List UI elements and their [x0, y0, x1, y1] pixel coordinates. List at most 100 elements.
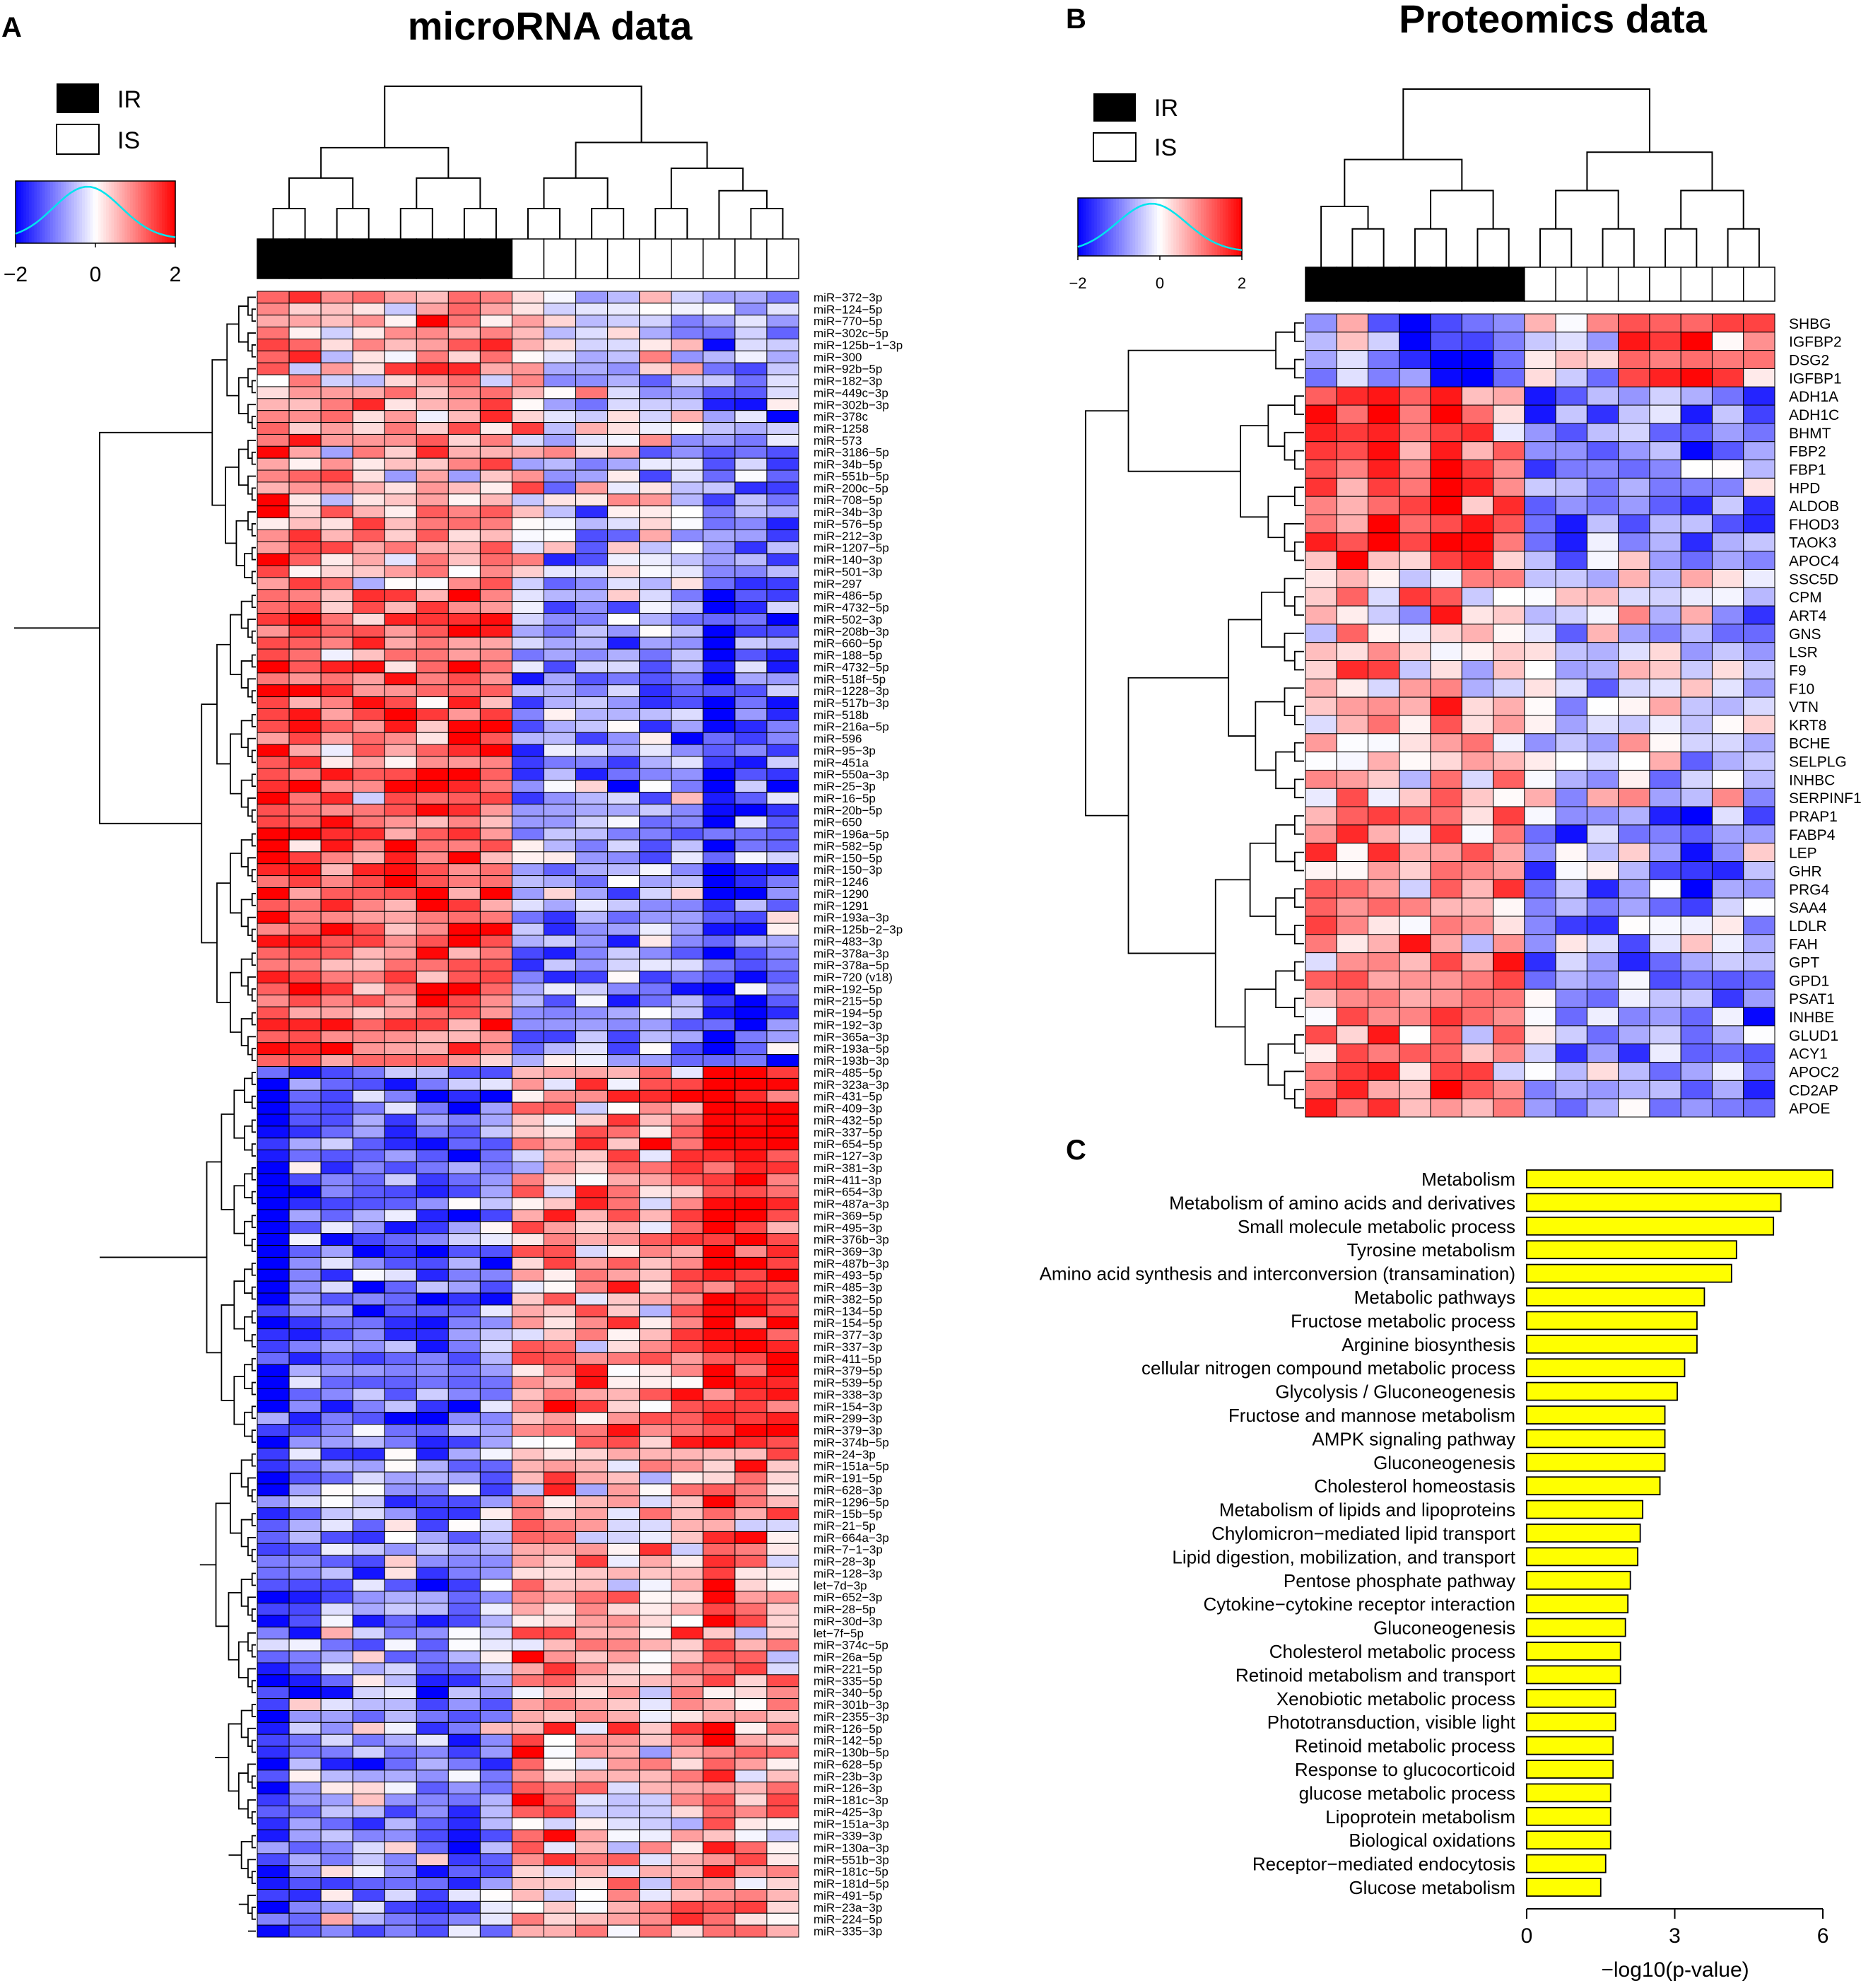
heatmap-cell: [1430, 386, 1462, 406]
heatmap-cell: [544, 1018, 577, 1031]
heatmap-cell: [1399, 897, 1431, 917]
heatmap-cell: [1680, 350, 1713, 369]
heatmap-cell: [607, 1495, 640, 1509]
heatmap-cell: [1336, 733, 1369, 753]
heatmap-cell: [607, 1150, 640, 1162]
heatmap-cell: [384, 1352, 417, 1365]
heatmap-cell: [671, 1101, 704, 1115]
heatmap-cell: [416, 959, 449, 972]
heatmap-cell: [320, 839, 353, 853]
row-label: miR−34b−5p: [814, 458, 882, 472]
heatmap-cell: [607, 875, 640, 888]
heatmap-cell: [703, 1304, 736, 1318]
heatmap-cell: [1399, 551, 1431, 570]
heatmap-cell: [544, 1900, 577, 1914]
heatmap-cell: [320, 612, 353, 626]
heatmap-cell: [1555, 496, 1587, 515]
heatmap-cell: [544, 863, 577, 877]
heatmap-cell: [384, 1770, 417, 1783]
heatmap-cell: [1586, 897, 1619, 917]
dendrogram-branch: [237, 1772, 248, 1810]
heatmap-cell: [575, 362, 609, 375]
heatmap-cell: [639, 1197, 672, 1210]
heatmap-cell: [1649, 1062, 1681, 1081]
row-label: miR−150−5p: [814, 851, 882, 865]
x-tick-label: 6: [1817, 1924, 1829, 1948]
row-label: miR−142−5p: [814, 1734, 882, 1748]
heatmap-cell: [384, 1829, 417, 1842]
heatmap-cell: [511, 1817, 545, 1830]
heatmap-cell: [607, 1292, 640, 1306]
heatmap-cell: [288, 1865, 322, 1878]
heatmap-cell: [766, 505, 799, 519]
heatmap-cell: [1555, 1080, 1587, 1099]
heatmap-cell: [639, 1150, 672, 1162]
heatmap-cell: [607, 1268, 640, 1282]
heatmap-cell: [607, 612, 640, 626]
bar: [1526, 1311, 1698, 1331]
heatmap-cell: [288, 553, 322, 566]
heatmap-cell: [766, 529, 799, 542]
heatmap-cell: [766, 1256, 799, 1270]
row-label: miR−372−3p: [814, 291, 882, 304]
heatmap-cell: [416, 303, 449, 316]
heatmap-cell: [671, 1805, 704, 1818]
heatmap-cell: [1336, 441, 1369, 461]
heatmap-cell: [416, 493, 449, 507]
heatmap-cell: [479, 422, 512, 435]
heatmap-cell: [766, 1018, 799, 1031]
heatmap-cell: [257, 827, 290, 841]
heatmap-cell: [639, 684, 672, 698]
heatmap-cell: [544, 1543, 577, 1556]
heatmap-cell: [352, 1853, 385, 1866]
heatmap-cell: [352, 1030, 385, 1043]
heatmap-cell: [447, 1805, 481, 1818]
heatmap-cell: [447, 1280, 481, 1294]
heatmap-cell: [1618, 404, 1650, 424]
heatmap-cell: [1618, 678, 1650, 698]
heatmap-cell: [575, 684, 609, 698]
heatmap-cell: [352, 518, 385, 530]
heatmap-cell: [288, 1138, 322, 1151]
heatmap-cell: [1493, 1098, 1525, 1118]
heatmap-cell: [320, 1077, 353, 1091]
heatmap-cell: [320, 303, 353, 316]
heatmap-cell: [671, 1519, 704, 1532]
heatmap-cell: [352, 1758, 385, 1771]
heatmap-cell: [479, 708, 512, 721]
heatmap-cell: [734, 875, 768, 888]
heatmap-cell: [288, 1089, 322, 1103]
heatmap-cell: [671, 338, 704, 351]
heatmap-cell: [479, 338, 512, 351]
key-gradient-cell: [1094, 198, 1098, 256]
heatmap-cell: [1555, 441, 1587, 461]
heatmap-cell: [447, 1185, 481, 1198]
heatmap-cell: [734, 338, 768, 351]
heatmap-cell: [479, 636, 512, 650]
heatmap-cell: [479, 923, 512, 936]
heatmap-cell: [1555, 568, 1587, 588]
heatmap-cell: [352, 923, 385, 936]
heatmap-cell: [575, 1615, 609, 1627]
dendrogram-branch: [244, 553, 252, 578]
heatmap-cell: [320, 1125, 353, 1139]
heatmap-cell: [447, 1555, 481, 1568]
heatmap-cell: [1711, 477, 1744, 497]
heatmap-cell: [1649, 970, 1681, 990]
row-label: ACY1: [1789, 1046, 1828, 1063]
heatmap-cell: [479, 1209, 512, 1222]
heatmap-cell: [1430, 1098, 1462, 1118]
heatmap-cell: [1555, 788, 1587, 807]
key-gradient-cell: [1209, 198, 1213, 256]
heatmap-cell: [479, 1376, 512, 1389]
heatmap-cell: [1368, 824, 1400, 844]
heatmap-cell: [1711, 532, 1744, 552]
heatmap-cell: [1743, 1098, 1775, 1118]
row-label: FABP4: [1789, 827, 1836, 843]
heatmap-cell: [607, 1042, 640, 1056]
key-gradient-cell: [1192, 198, 1196, 256]
heatmap-cell: [447, 780, 481, 793]
heatmap-cell: [447, 1912, 481, 1926]
heatmap-cell: [352, 1829, 385, 1842]
heatmap-cell: [352, 1209, 385, 1222]
